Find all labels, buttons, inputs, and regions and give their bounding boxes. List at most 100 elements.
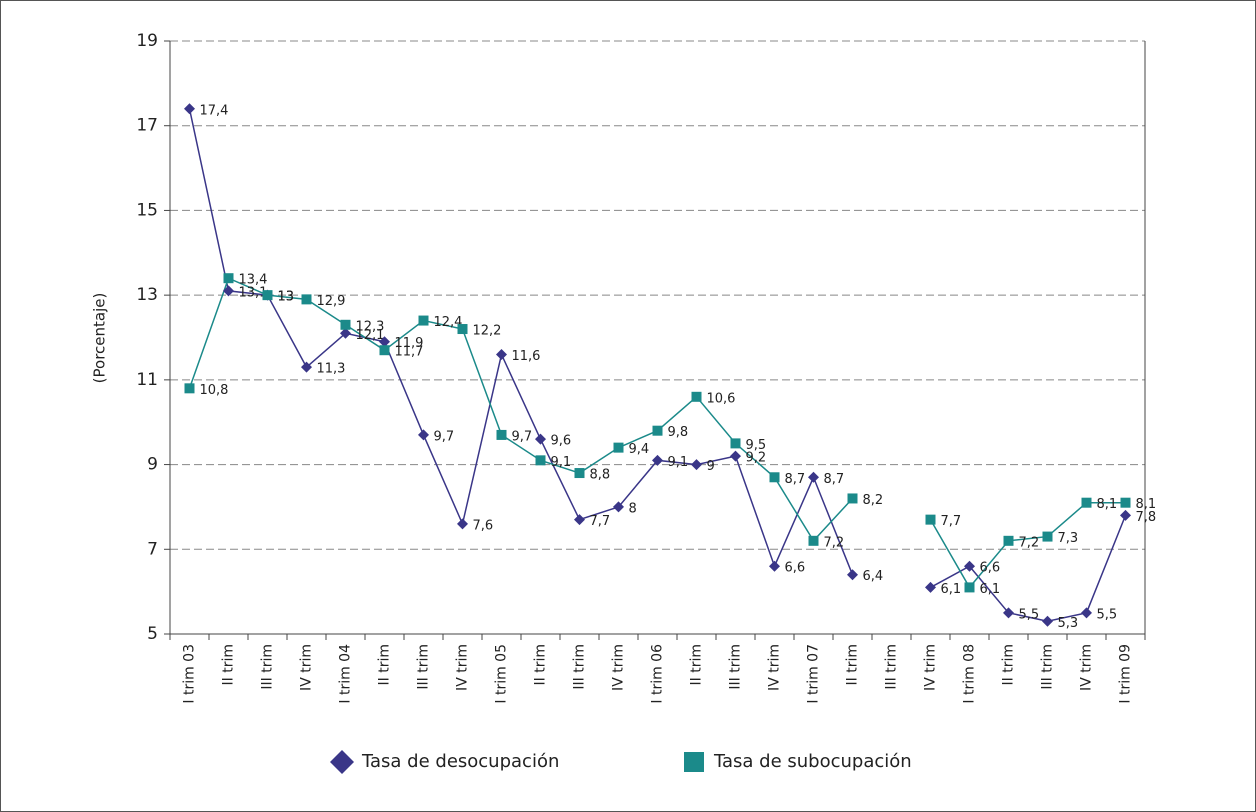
data-label: 13,4: [239, 273, 268, 288]
series-line: [188, 108, 1127, 623]
marker: [340, 327, 351, 339]
data-label: 5,5: [1019, 607, 1040, 622]
x-tick-label: II trim: [533, 644, 549, 685]
x-tick-label: II trim: [377, 644, 393, 685]
y-tick-label: 13: [136, 285, 158, 305]
x-tick-label: II trim: [1001, 644, 1017, 685]
x-tick-label: II trim: [689, 644, 705, 685]
marker: [535, 433, 546, 445]
x-tick-label: III trim: [884, 644, 900, 690]
marker: [964, 582, 975, 593]
series-line: [188, 277, 1126, 589]
marker: [1120, 497, 1131, 508]
marker: [1042, 531, 1053, 542]
marker: [223, 285, 234, 297]
data-label: 8,2: [863, 493, 884, 508]
data-label: 6,6: [980, 561, 1001, 576]
data-label: 10,6: [707, 391, 736, 406]
marker: [1081, 607, 1092, 619]
marker: [496, 429, 507, 440]
data-label: 11,7: [395, 345, 424, 360]
x-tick-label: IV trim: [611, 644, 627, 691]
data-label: 8,1: [1136, 497, 1157, 512]
y-tick-label: 7: [147, 539, 158, 559]
y-tick-label: 17: [136, 116, 158, 136]
x-tick-label: I trim 07: [806, 644, 822, 704]
marker: [223, 273, 234, 284]
y-tick-label: 15: [136, 200, 158, 220]
data-label: 8,1: [1097, 497, 1118, 512]
marker: [574, 514, 585, 526]
marker: [418, 429, 429, 441]
data-label: 11,3: [317, 362, 346, 377]
x-tick-label: III trim: [260, 644, 276, 690]
marker: [340, 319, 351, 330]
marker: [535, 455, 546, 466]
marker: [847, 493, 858, 504]
x-tick-label: IV trim: [455, 644, 471, 691]
legend-marker: [684, 752, 704, 772]
marker: [847, 569, 858, 581]
x-tick-label: IV trim: [923, 644, 939, 691]
data-label: 13,1: [239, 285, 268, 300]
x-tick-label: I trim 05: [494, 644, 510, 704]
marker: [769, 560, 780, 572]
data-label: 9,2: [746, 451, 767, 466]
data-label: 5,5: [1097, 607, 1118, 622]
data-label: 8,7: [824, 472, 845, 487]
legend-marker: [330, 750, 354, 774]
data-label: 6,4: [863, 569, 884, 584]
data-label: 9,1: [668, 455, 689, 470]
marker: [613, 501, 624, 513]
x-tick-label: I trim 03: [182, 644, 198, 704]
data-label: 12,1: [356, 328, 385, 343]
data-label: 8: [629, 501, 637, 516]
x-tick-label: II trim: [221, 644, 237, 685]
x-tick-label: III trim: [572, 644, 588, 690]
data-label: 11,6: [512, 349, 541, 364]
marker: [925, 581, 936, 593]
marker: [769, 472, 780, 483]
data-label: 9,4: [629, 442, 650, 457]
marker: [964, 560, 975, 572]
data-label: 7,7: [941, 514, 962, 529]
marker: [262, 290, 273, 301]
y-axis-label: (Porcentaje): [91, 293, 109, 384]
marker: [1120, 509, 1131, 521]
marker: [457, 518, 468, 530]
data-label: 7,6: [473, 518, 494, 533]
marker: [184, 103, 195, 115]
marker: [1042, 615, 1053, 627]
y-tick-label: 11: [136, 370, 158, 390]
legend-label: Tasa de subocupación: [713, 751, 912, 772]
data-label: 9,5: [746, 438, 767, 453]
marker: [496, 348, 507, 360]
x-tick-label: II trim: [845, 644, 861, 685]
marker: [1081, 497, 1092, 508]
data-label: 9,8: [668, 425, 689, 440]
data-label: 13: [278, 290, 295, 305]
data-label: 9,7: [434, 429, 455, 444]
data-label: 12,2: [473, 324, 502, 339]
y-tick-label: 5: [147, 624, 158, 644]
data-label: 6,1: [941, 582, 962, 597]
data-label: 9,6: [551, 434, 572, 449]
x-tick-label: IV trim: [299, 644, 315, 691]
x-tick-label: III trim: [416, 644, 432, 690]
marker: [379, 336, 390, 348]
marker: [730, 450, 741, 462]
marker: [457, 324, 468, 335]
marker: [808, 535, 819, 546]
data-label: 10,8: [200, 383, 229, 398]
x-tick-label: III trim: [1040, 644, 1056, 690]
data-label: 5,3: [1058, 616, 1079, 631]
data-label: 12,4: [434, 315, 463, 330]
legend-label: Tasa de desocupación: [361, 751, 559, 772]
x-tick-label: I trim 06: [650, 644, 666, 704]
marker: [691, 459, 702, 471]
marker: [730, 438, 741, 449]
marker: [418, 315, 429, 326]
marker: [301, 361, 312, 373]
